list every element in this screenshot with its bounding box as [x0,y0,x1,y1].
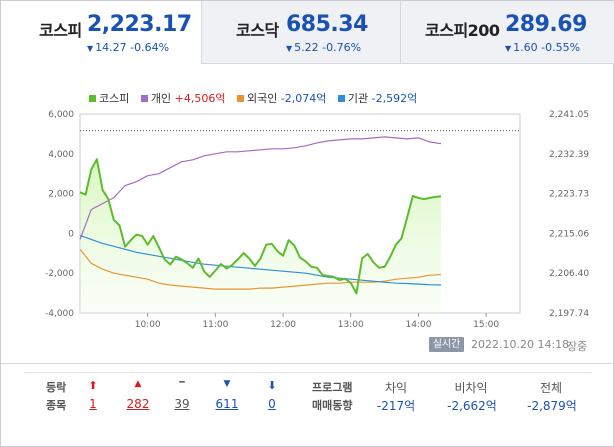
breadth-program-panel: 등락 종목 ⬆ 1 ▲ 282 ━ 39 ▼ 611 ⬇ 0 프로그램 매매동향… [1,366,614,447]
program-total-head: 전체 [539,381,563,395]
rise-count[interactable]: 282 [126,397,150,411]
change-value: 14.27 [95,41,127,54]
kospi-area [80,159,441,313]
divider [25,372,591,373]
x-tick-label: 15:00 [473,320,499,330]
x-tick-label: 12:00 [270,320,296,330]
breadth-label-1: 등락 [46,381,67,394]
program-nonarbitrage-head: 비차익 [454,381,488,395]
program-total-value: -2,879억 [527,399,577,413]
chart-legend: 코스피 개인 +4,506억 외국인 -2,074억 기관 -2,592억 [89,90,425,106]
chart-status-row: 실시간 2022.10.20 14:18 장중 [1,334,614,354]
tab-kospi[interactable]: 코스피 2,223.17 ▼ 14.27 -0.64% [1,1,202,64]
upper-limit-count[interactable]: 1 [89,397,97,411]
legend-value: -2,592억 [371,92,418,105]
tab-kospi-change: ▼ 14.27 -0.64% [87,41,169,54]
intraday-chart-panel: 코스피 개인 +4,506억 외국인 -2,074억 기관 -2,592억 6,… [1,64,614,364]
chart-lines [79,136,442,295]
legend-swatch [236,95,244,102]
legend-label: 개인 [150,92,172,105]
change-pct: -0.55% [541,41,581,54]
left-tick-label: 0 [68,229,74,239]
flat-count[interactable]: 39 [174,397,190,411]
right-tick-label: 2,241.05 [549,110,589,120]
series-line-kospi [79,158,442,295]
series-line-institution [79,234,442,286]
right-tick-label: 2,197.74 [549,309,589,319]
program-label-2: 매매동향 [312,399,353,412]
program-arbitrage-head: 차익 [384,381,408,395]
right-tick-label: 2,215.06 [549,229,589,239]
tab-kosdaq-change: ▼ 5.22 -0.76% [286,41,361,54]
tab-kosdaq[interactable]: 코스닥 685.34 ▼ 5.22 -0.76% [202,1,401,64]
series-line-individual [79,136,442,240]
tab-kospi200-name: 코스피200 [425,21,500,40]
tab-kosdaq-price: 685.34 [286,12,368,37]
legend-value: -2,074억 [280,92,327,105]
left-axis: 6,000 4,000 2,000 0 -2,000 -4,000 [45,110,74,319]
down-arrow-icon: ▼ [505,44,512,53]
index-tabs: 코스피 2,223.17 ▼ 14.27 -0.64% 코스닥 685.34 ▼ 5… [1,1,614,64]
change-value: 1.60 [513,41,538,54]
change-pct: -0.64% [130,41,170,54]
legend-institution: 기관 -2,592억 [337,90,418,106]
realtime-button[interactable]: 실시간 [429,337,464,352]
lower-limit-icon: ⬇ [267,379,277,392]
legend-label: 코스피 [99,92,130,105]
legend-label: 외국인 [246,92,278,105]
right-tick-label: 2,206.40 [549,269,589,279]
fall-count[interactable]: 611 [215,397,239,411]
legend-swatch [140,95,148,102]
x-tick-label: 10:00 [135,320,161,330]
breadth-label-2: 종목 [46,399,67,412]
x-tick-label: 13:00 [338,320,364,330]
tab-kospi200[interactable]: 코스피200 289.69 ▼ 1.60 -0.55% [401,1,614,64]
program-arbitrage-value: -217억 [376,399,416,413]
tab-kospi-price: 2,223.17 [87,12,192,37]
legend-individual: 개인 +4,506억 [140,90,226,106]
change-value: 5.22 [294,41,319,54]
x-axis: 10:00 11:00 12:00 13:00 14:00 15:00 [135,313,499,330]
left-tick-label: -2,000 [45,269,74,279]
x-tick-label: 11:00 [202,320,228,330]
lower-limit-count[interactable]: 0 [268,397,276,411]
right-axis: 2,241.05 2,232.39 2,223.73 2,215.06 2,206.40… [549,110,589,319]
timestamp: 2022.10.20 14:18 [471,338,570,351]
upper-limit-icon: ⬆ [88,379,98,392]
left-tick-label: 4,000 [48,150,74,160]
flat-icon: ━ [179,378,185,388]
legend-swatch [89,95,96,102]
tab-kospi200-price: 289.69 [505,12,587,37]
program-label-1: 프로그램 [312,381,353,394]
legend-kospi: 코스피 [89,90,129,106]
left-tick-label: 6,000 [48,110,74,120]
legend-value: +4,506억 [174,92,226,105]
tab-kosdaq-name: 코스닥 [236,21,279,40]
kospi-area-fill [80,159,441,313]
rise-icon: ▲ [134,379,142,389]
legend-label: 기관 [347,92,369,105]
legend-foreign: 외국인 -2,074억 [236,90,327,106]
right-tick-label: 2,232.39 [549,150,589,160]
x-tick-label: 14:00 [405,320,431,330]
fall-icon: ▼ [223,379,231,389]
tab-kospi-name: 코스피 [39,21,82,40]
market-state: 장중 [567,340,588,353]
left-tick-label: 2,000 [48,190,74,200]
tab-kospi200-change: ▼ 1.60 -0.55% [505,41,580,54]
left-tick-label: -4,000 [45,309,74,319]
change-pct: -0.76% [322,41,362,54]
program-nonarbitrage-value: -2,662억 [447,399,497,413]
down-arrow-icon: ▼ [286,44,293,53]
down-arrow-icon: ▼ [87,44,94,53]
right-tick-label: 2,223.73 [549,190,589,200]
legend-swatch [337,95,345,102]
